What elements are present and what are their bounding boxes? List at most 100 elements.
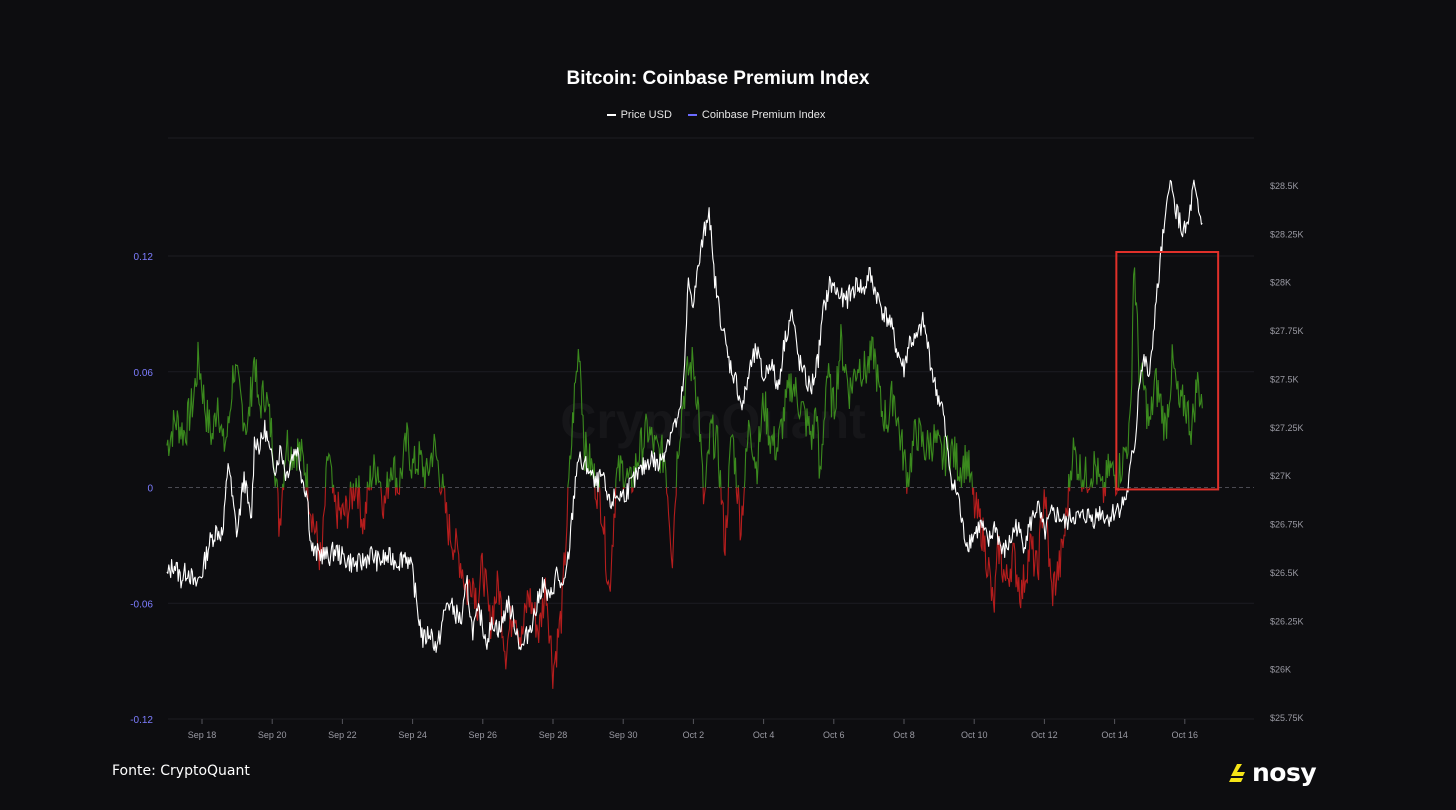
x-tick-label: Oct 16 [1172,730,1199,740]
premium-segment-70 [1089,478,1093,488]
premium-segment-65 [1080,487,1083,492]
x-tick-label: Oct 12 [1031,730,1058,740]
premium-segment-31 [396,487,401,496]
premium-segment-32 [399,422,426,488]
premium-segment-12 [349,481,352,488]
premium-segment-30 [395,477,398,488]
premium-segment-21 [367,487,370,491]
lightning-icon [1229,764,1245,782]
x-tick-label: Oct 6 [823,730,845,740]
right-tick-label: $27.75K [1270,326,1304,336]
legend-swatch-price [606,114,616,116]
premium-segment-8 [324,452,333,488]
premium-segment-76 [1105,453,1116,488]
premium-segment-11 [333,487,351,529]
x-tick-label: Sep 18 [188,730,217,740]
premium-segment-3 [282,487,285,491]
premium-segment-75 [1104,487,1107,497]
premium-segment-26 [385,471,389,488]
right-tick-label: $26.25K [1270,616,1304,626]
premium-segment-68 [1083,456,1088,488]
premium-segment-62 [1067,473,1070,488]
left-tick-label: 0.12 [134,252,154,263]
x-tick-label: Oct 2 [683,730,705,740]
right-tick-label: $26.5K [1270,568,1299,578]
premium-segment-0 [166,341,279,488]
premium-segment-53 [720,487,729,556]
right-tick-label: $27K [1270,471,1291,481]
highlight-box [1115,251,1220,491]
x-tick-label: Sep 22 [328,730,357,740]
legend-item-price[interactable]: Price USD [606,109,672,121]
premium-segment-28 [388,454,396,488]
premium-segment-72 [1091,451,1104,488]
price-series [166,179,1203,653]
premium-segment-45 [631,487,634,494]
chart-title: Bitcoin: Coinbase Premium Index [566,68,870,89]
premium-segment-50 [704,414,720,488]
x-tick-label: Oct 10 [961,730,988,740]
premium-segment-52 [718,470,722,488]
premium-segment-39 [594,487,599,509]
x-tick-label: Sep 28 [539,730,568,740]
right-tick-label: $28.25K [1270,229,1304,239]
brand-logo: nosy [1227,758,1317,788]
premium-segment-1 [277,487,284,537]
legend-item-premium[interactable]: Coinbase Premium Index [687,109,826,121]
right-tick-label: $27.5K [1270,374,1299,384]
right-axis: $28.5K $28.25K $28K $27.75K $27.5K $27.25K $27… [1270,181,1304,723]
source-note: Fonte: CryptoQuant [112,763,250,779]
premium-segment-46 [632,413,668,488]
premium-segment-66 [1081,479,1085,488]
premium-segment-78 [1118,267,1203,488]
premium-segment-9 [331,487,334,494]
premium-segment-61 [971,487,1069,613]
premium-segment-74 [1103,481,1106,488]
x-tick-label: Oct 14 [1101,730,1128,740]
legend-label-premium: Coinbase Premium Index [701,109,826,121]
premium-segment-38 [567,348,596,488]
brand-name: nosy [1252,758,1317,787]
premium-segment-47 [665,487,677,569]
premium-segment-55 [735,487,739,504]
premium-segment-6 [305,463,309,488]
premium-segment-10 [332,484,335,488]
right-tick-label: $26.75K [1270,520,1304,530]
premium-segment-69 [1086,487,1091,494]
premium-segment-16 [355,478,358,488]
legend-label-price: Price USD [620,109,672,121]
price-line [166,179,1203,653]
right-tick-label: $28.5K [1270,181,1299,191]
right-tick-label: $27.25K [1270,423,1304,433]
premium-segment-41 [599,487,617,592]
x-tick-label: Sep 30 [609,730,638,740]
left-tick-label: 0.06 [134,368,154,379]
right-tick-label: $26K [1270,665,1291,675]
premium-segment-15 [352,487,357,502]
premium-segment-48 [675,346,704,488]
premium-segment-7 [307,487,327,571]
premium-segment-35 [439,487,443,496]
premium-segment-73 [1102,487,1105,503]
premium-segment-59 [906,487,908,494]
legend: Price USD Coinbase Premium Index [0,109,1432,121]
gridlines [168,137,1254,720]
premium-segment-64 [1069,437,1083,488]
premium-segment-20 [366,481,369,488]
premium-segment-60 [906,417,973,488]
x-tick-label: Sep 20 [258,730,287,740]
premium-segment-13 [350,487,354,510]
premium-segment-18 [358,475,360,488]
premium-segment-36 [441,473,446,489]
left-tick-label: -0.06 [130,599,153,610]
premium-segment-58 [743,324,908,488]
premium-segment-19 [358,487,368,535]
premium-series [166,267,1203,689]
premium-segment-29 [394,487,397,496]
premium-segment-24 [370,454,382,488]
premium-segment-37 [444,487,569,689]
left-axis: 0.12 0.06 0 -0.06 -0.12 [130,252,153,726]
x-tick-label: Oct 8 [893,730,915,740]
left-tick-label: 0 [147,484,153,495]
premium-segment-17 [356,487,360,509]
